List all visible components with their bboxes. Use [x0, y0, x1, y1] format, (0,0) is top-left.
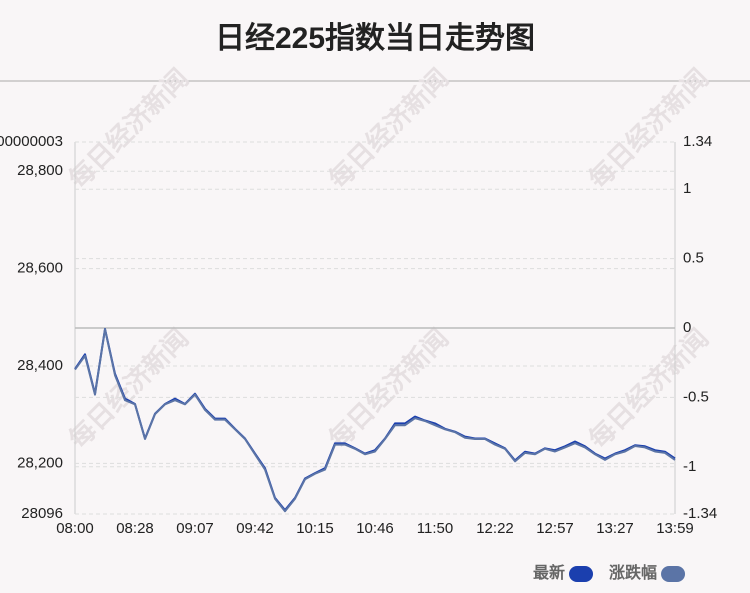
y-tick-label: 28,600 [17, 260, 63, 277]
legend-label: 最新 [533, 563, 565, 582]
legend-swatch [569, 566, 594, 582]
chart-title: 日经225指数当日走势图 [215, 21, 535, 55]
y2-tick-label: -0.5 [683, 388, 709, 405]
y-tick-label: 28096 [21, 505, 63, 522]
x-tick-label: 08:28 [116, 520, 154, 537]
x-tick-label: 09:07 [176, 520, 214, 537]
watermark: 每日经济新闻 [583, 63, 715, 195]
y2-tick-label: 1 [683, 180, 691, 197]
x-tick-label: 10:46 [356, 520, 394, 537]
x-tick-label: 10:15 [296, 520, 334, 537]
y-tick-label: 28,800 [17, 162, 63, 179]
y-tick-label: 28,200 [17, 454, 63, 471]
watermark: 每日经济新闻 [63, 323, 195, 455]
legend-label: 涨跌幅 [609, 563, 657, 582]
y2-tick-label: 1.34 [683, 133, 712, 150]
y2-tick-label: -1.34 [683, 505, 717, 522]
watermark: 每日经济新闻 [63, 63, 195, 195]
x-tick-label: 12:57 [536, 520, 574, 537]
x-tick-label: 09:42 [236, 520, 274, 537]
x-tick-label: 13:59 [656, 520, 694, 537]
y2-tick-label: 0.5 [683, 250, 704, 267]
legend-swatch [661, 566, 686, 582]
x-tick-label: 11:50 [417, 520, 453, 537]
watermark: 每日经济新闻 [323, 63, 455, 195]
y2-tick-label: -1 [683, 458, 696, 475]
x-tick-label: 08:00 [56, 520, 94, 537]
series-line [74, 328, 676, 513]
y2-tick-label: 0 [683, 319, 691, 336]
x-tick-label: 13:27 [596, 520, 634, 537]
x-tick-label: 12:22 [476, 520, 514, 537]
y-tick-label: 28,400 [17, 357, 63, 374]
